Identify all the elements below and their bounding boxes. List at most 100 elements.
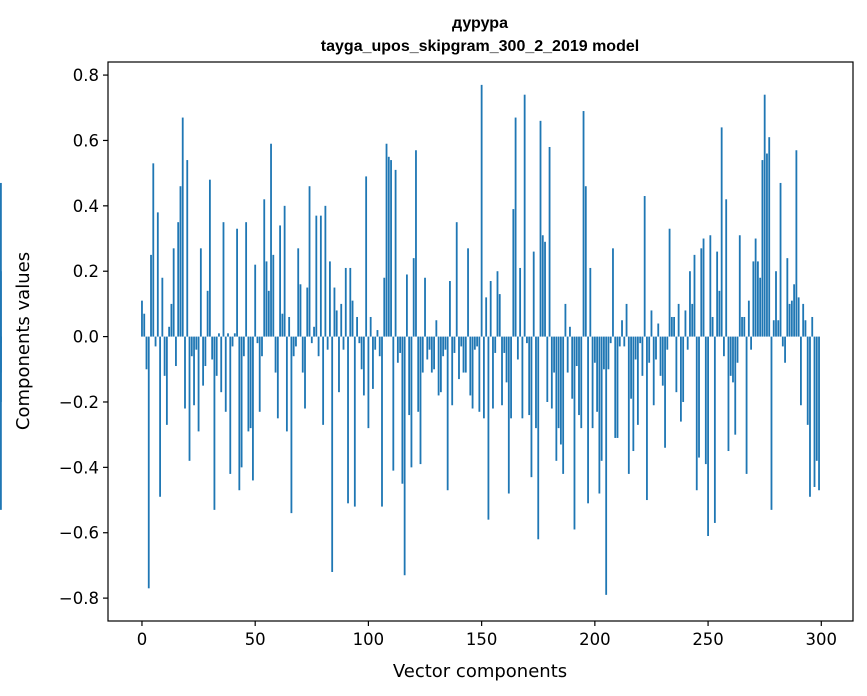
bar (152, 163, 155, 337)
bar (464, 336, 467, 373)
bar (267, 290, 270, 337)
bar (437, 336, 440, 396)
bar (444, 336, 447, 350)
bar (519, 267, 522, 337)
bars-group (0, 84, 820, 595)
bar (283, 205, 286, 337)
bar (161, 277, 164, 337)
bar (476, 336, 479, 347)
bar (562, 336, 565, 474)
bar (208, 179, 211, 337)
bar (288, 316, 291, 337)
bar (707, 336, 709, 537)
bar (559, 336, 562, 445)
bar (315, 215, 318, 337)
bar (252, 336, 254, 481)
bar (163, 336, 166, 376)
bar (285, 336, 288, 432)
y-tick-label: 0.0 (73, 328, 99, 347)
bar (451, 336, 454, 406)
bar (156, 212, 159, 337)
bar (430, 336, 433, 373)
bar (695, 336, 698, 491)
bar (154, 336, 157, 347)
bar (428, 336, 431, 350)
bar (677, 303, 680, 337)
bar (639, 336, 642, 344)
bar (709, 235, 712, 337)
bar (199, 248, 202, 337)
bar (186, 160, 189, 337)
bar (811, 316, 814, 337)
bar (206, 290, 209, 337)
plot-frame (107, 61, 854, 622)
bar (471, 336, 474, 409)
bar (618, 336, 621, 347)
bar (528, 336, 531, 416)
y-tick-label: −0.6 (59, 524, 99, 543)
bar (263, 199, 266, 337)
bar (630, 336, 632, 399)
bar (632, 336, 635, 452)
bar (498, 294, 501, 337)
bar (487, 336, 490, 520)
bar (781, 336, 784, 347)
bar (177, 222, 180, 337)
bar (193, 336, 195, 406)
bar (421, 336, 424, 373)
bar (165, 336, 168, 425)
bar (770, 336, 773, 510)
bar (372, 336, 374, 389)
bar (222, 222, 225, 337)
bar (233, 333, 236, 337)
bar (761, 160, 764, 337)
bar (145, 336, 148, 370)
bar (297, 248, 300, 337)
bar (523, 94, 526, 337)
bar (426, 336, 429, 360)
bar (670, 316, 673, 337)
bar (553, 336, 555, 373)
bar (478, 336, 481, 412)
bar (775, 271, 777, 337)
bar (564, 303, 567, 337)
bar (503, 336, 506, 353)
bar (686, 336, 689, 350)
x-axis-label: Vector components (393, 661, 567, 682)
bar (184, 336, 186, 409)
bar (218, 333, 220, 337)
bar (385, 143, 388, 337)
y-tick-label: 0.4 (73, 197, 99, 216)
x-tick-label: 0 (137, 630, 148, 649)
bar (496, 271, 499, 337)
bar (449, 281, 451, 337)
bar (655, 336, 657, 360)
bar (349, 267, 352, 337)
bar (442, 336, 445, 357)
bar (310, 336, 313, 344)
bar (338, 336, 340, 393)
bar (245, 222, 248, 337)
bar (659, 336, 662, 376)
bar (516, 336, 519, 360)
bar (469, 336, 472, 396)
bar (818, 336, 820, 491)
x-tick-label: 250 (692, 630, 724, 649)
bar (231, 336, 234, 347)
bar (141, 300, 143, 337)
bar (747, 300, 750, 337)
bar (387, 156, 390, 337)
bar (535, 336, 537, 429)
bar (718, 290, 721, 337)
bar (605, 336, 608, 595)
bar (304, 336, 306, 409)
bar (813, 336, 816, 487)
bar (256, 336, 259, 344)
bar (557, 336, 560, 429)
bar (0, 271, 2, 337)
bar (240, 336, 243, 468)
bar (0, 182, 2, 337)
bar (725, 199, 728, 337)
bar (539, 120, 542, 337)
bar (369, 316, 372, 337)
